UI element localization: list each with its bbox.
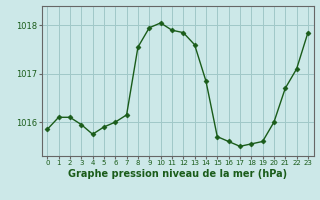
X-axis label: Graphe pression niveau de la mer (hPa): Graphe pression niveau de la mer (hPa) <box>68 169 287 179</box>
